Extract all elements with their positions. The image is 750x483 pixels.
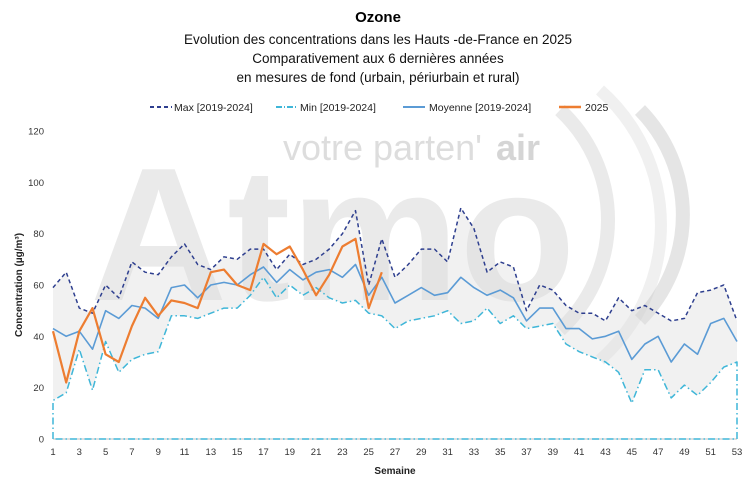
x-tick-label: 29 (416, 447, 427, 458)
chart-subtitle-line-1: Evolution des concentrations dans les Ha… (184, 32, 572, 47)
series-line-min (52, 276, 738, 440)
chart-subtitle-line-2: Comparativement aux 6 dernières années (252, 51, 504, 66)
watermark-tagline-plain: votre parten' (283, 127, 482, 168)
y-tick-label: 60 (33, 281, 44, 292)
legend-label-moyenne: Moyenne [2019-2024] (429, 102, 531, 114)
x-tick-label: 25 (363, 447, 374, 458)
x-tick-label: 49 (679, 447, 690, 458)
watermark-tagline-bold: air (496, 127, 540, 168)
y-tick-label: 100 (28, 178, 44, 189)
x-tick-label: 1 (50, 447, 55, 458)
chart-subtitle-line-3: en mesures de fond (urbain, périurbain e… (237, 70, 520, 85)
watermark-arc-2 (596, 85, 667, 365)
min-max-band (53, 208, 737, 404)
x-tick-label: 35 (495, 447, 506, 458)
legend-label-max: Max [2019-2024] (174, 102, 253, 114)
y-tick-label: 20 (33, 383, 44, 394)
y-tick-label: 0 (39, 435, 44, 446)
watermark: Atmo votre parten' air (90, 85, 690, 365)
watermark-atmo: Atmo (90, 129, 575, 341)
series-line-moyenne (52, 263, 738, 363)
x-tick-label: 17 (258, 447, 269, 458)
x-tick-label: 19 (284, 447, 295, 458)
x-tick-label: 31 (442, 447, 453, 458)
series-line-2025 (51, 237, 383, 384)
x-tick-label: 47 (653, 447, 664, 458)
x-tick-label: 5 (103, 447, 108, 458)
x-tick-label: 13 (206, 447, 217, 458)
y-tick-label: 120 (28, 127, 44, 138)
x-tick-label: 23 (337, 447, 348, 458)
y-tick-labels: 0 20 40 60 80 100 120 (28, 127, 44, 446)
x-tick-label: 37 (521, 447, 532, 458)
x-tick-labels: 1 3 5 7 9 11 13 15 17 19 21 23 25 27 29 31 33 35 37 39 41 43 4… (50, 447, 742, 458)
x-tick-label: 51 (705, 447, 716, 458)
watermark-arc-3 (634, 105, 690, 325)
x-tick-label: 45 (626, 447, 637, 458)
x-tick-label: 21 (311, 447, 322, 458)
x-tick-label: 11 (180, 447, 190, 458)
x-tick-label: 3 (77, 447, 82, 458)
y-tick-label: 40 (33, 332, 44, 343)
y-tick-label: 80 (33, 229, 44, 240)
y-axis-label: Concentration (µg/m³) (14, 233, 25, 337)
legend-label-min: Min [2019-2024] (300, 102, 376, 114)
series-line-max (52, 207, 738, 322)
min-max-band-area (53, 208, 737, 404)
series-layer (51, 207, 738, 440)
legend-label-2025: 2025 (585, 102, 609, 114)
x-tick-label: 7 (129, 447, 134, 458)
x-tick-label: 39 (548, 447, 559, 458)
chart-title: Ozone (355, 9, 401, 26)
x-tick-label: 27 (390, 447, 401, 458)
x-tick-label: 15 (232, 447, 243, 458)
legend: Max [2019-2024] Min [2019-2024] Moyenne … (150, 102, 609, 114)
x-tick-label: 43 (600, 447, 611, 458)
watermark-arc-1 (555, 104, 615, 336)
x-tick-label: 33 (469, 447, 480, 458)
x-tick-label: 53 (732, 447, 743, 458)
x-tick-label: 41 (574, 447, 585, 458)
x-tick-label: 9 (156, 447, 161, 458)
x-axis-label: Semaine (374, 466, 416, 477)
